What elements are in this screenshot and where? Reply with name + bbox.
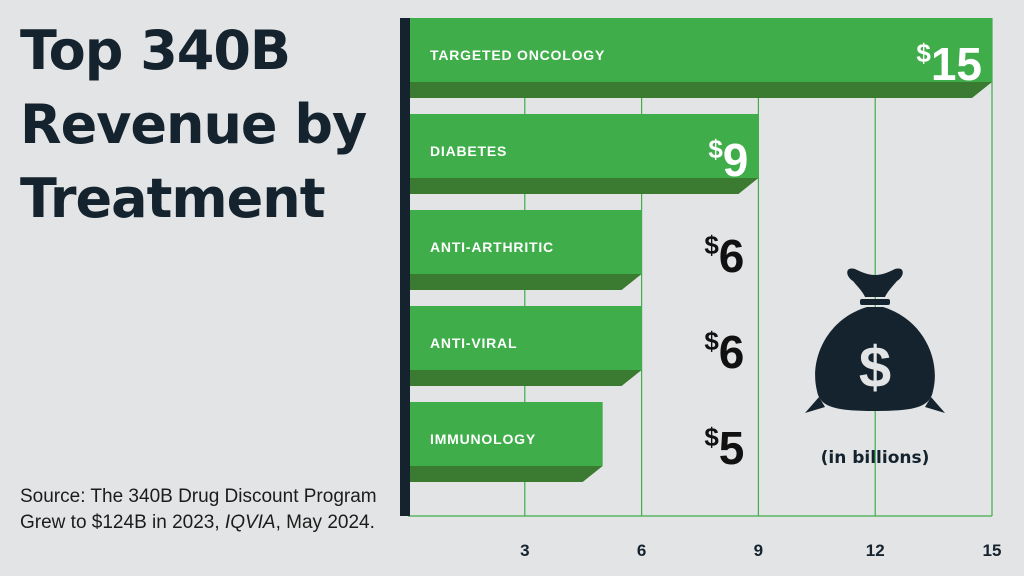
category-label: TARGETED ONCOLOGY <box>430 47 605 63</box>
bar <box>408 114 759 178</box>
bar-shadow <box>408 466 603 482</box>
bar-group: ANTI-VIRAL $6 <box>408 306 744 386</box>
bar-shadow <box>408 82 992 98</box>
bar-shadow <box>408 274 642 290</box>
value-label: $5 <box>704 422 744 474</box>
bar <box>408 306 642 370</box>
source-suffix: , May 2024. <box>275 512 375 533</box>
bar-shadow <box>408 370 642 386</box>
bar <box>408 210 642 274</box>
bar-shadow <box>408 178 759 194</box>
category-label: ANTI-VIRAL <box>430 335 517 351</box>
x-tick-label-3: 3 <box>520 541 529 560</box>
x-tick-label-15: 15 <box>983 541 1002 560</box>
source-note: Source: The 340B Drug Discount Program G… <box>20 484 380 536</box>
value-label: $6 <box>704 230 744 282</box>
category-label: IMMUNOLOGY <box>430 431 536 447</box>
value-label: $9 <box>708 134 748 186</box>
money-bag-icon: $ <box>805 268 945 413</box>
x-axis-ticks: 3 6 9 12 15 <box>520 541 1001 560</box>
bar-group: TARGETED ONCOLOGY $15 <box>408 18 992 98</box>
source-publisher: IQVIA <box>224 512 276 533</box>
x-tick-label-12: 12 <box>866 541 885 560</box>
source-prefix: Source: The 340B Drug Discount Program G… <box>20 486 377 533</box>
bar-group: ANTI-ARTHRITIC $6 <box>408 210 744 290</box>
svg-text:$: $ <box>859 335 891 400</box>
bar-group: DIABETES $9 <box>408 114 759 194</box>
value-label: $6 <box>704 326 744 378</box>
x-tick-label-9: 9 <box>754 541 763 560</box>
bar-group: IMMUNOLOGY $5 <box>408 402 744 482</box>
value-label: $15 <box>916 38 982 90</box>
category-label: ANTI-ARTHRITIC <box>430 239 554 255</box>
category-label: DIABETES <box>430 143 507 159</box>
chart-title: Top 340B Revenue by Treatment <box>20 19 367 230</box>
x-tick-label-6: 6 <box>637 541 646 560</box>
unit-label: (in billions) <box>821 448 930 468</box>
bars: TARGETED ONCOLOGY $15 DIABETES $9 ANTI-ARTHR… <box>408 18 992 482</box>
bar <box>408 402 603 466</box>
y-axis-line <box>400 18 410 516</box>
bar <box>408 18 992 82</box>
